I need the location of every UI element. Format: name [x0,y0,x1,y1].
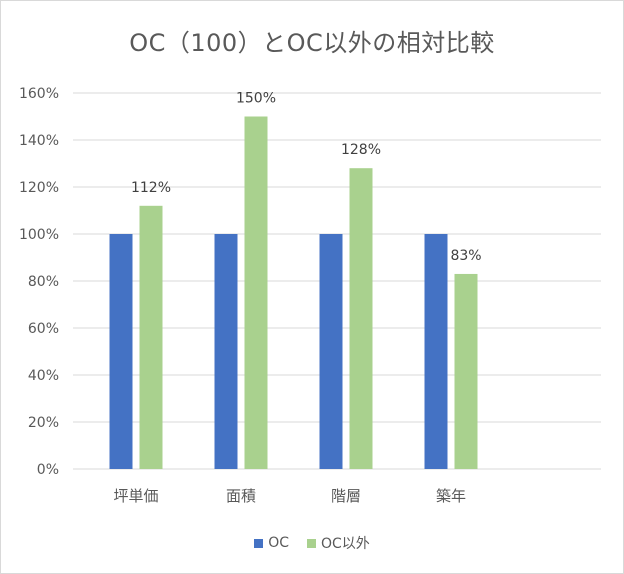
bar-oc [424,234,448,469]
x-tick-label: 階層 [331,487,361,505]
x-tick-label: 築年 [436,487,466,505]
legend-swatch-oc-other [307,538,316,548]
legend-item-oc-other: OC以外 [307,533,370,553]
legend-label-oc: OC [268,535,289,551]
bar-oc-other [244,116,268,469]
y-tick-label: 0% [37,462,59,478]
plot-area: 0% 20% 40% 60% 80% 100% 120% 140% 160% 112% 坪単価 150… [19,86,601,505]
bar-oc-other [139,205,163,470]
y-tick-label: 100% [19,227,59,243]
y-tick-label: 40% [28,368,59,384]
data-label: 83% [450,248,481,264]
legend-item-oc: OC [254,533,289,553]
data-label: 150% [236,91,276,107]
data-label: 112% [131,180,171,196]
y-tick-label: 160% [19,86,59,102]
legend-swatch-oc [254,538,264,548]
bar-oc [214,234,238,469]
y-tick-label: 20% [28,415,59,431]
bar-oc-other [454,273,478,469]
x-tick-label: 坪単価 [113,487,158,505]
chart-title: OC（100）とOC以外の相対比較 [129,29,495,57]
bar-oc [109,234,133,469]
x-tick-label: 面積 [226,487,256,505]
legend-label-oc-other: OC以外 [321,536,370,552]
y-tick-label: 120% [19,180,59,196]
legend: OC OC以外 [1,533,623,553]
bar-oc [319,234,343,469]
y-tick-label: 60% [28,321,59,337]
bar-oc-other [349,168,373,469]
y-tick-label: 140% [19,133,59,149]
y-tick-label: 80% [28,274,59,290]
data-label: 128% [341,142,381,158]
